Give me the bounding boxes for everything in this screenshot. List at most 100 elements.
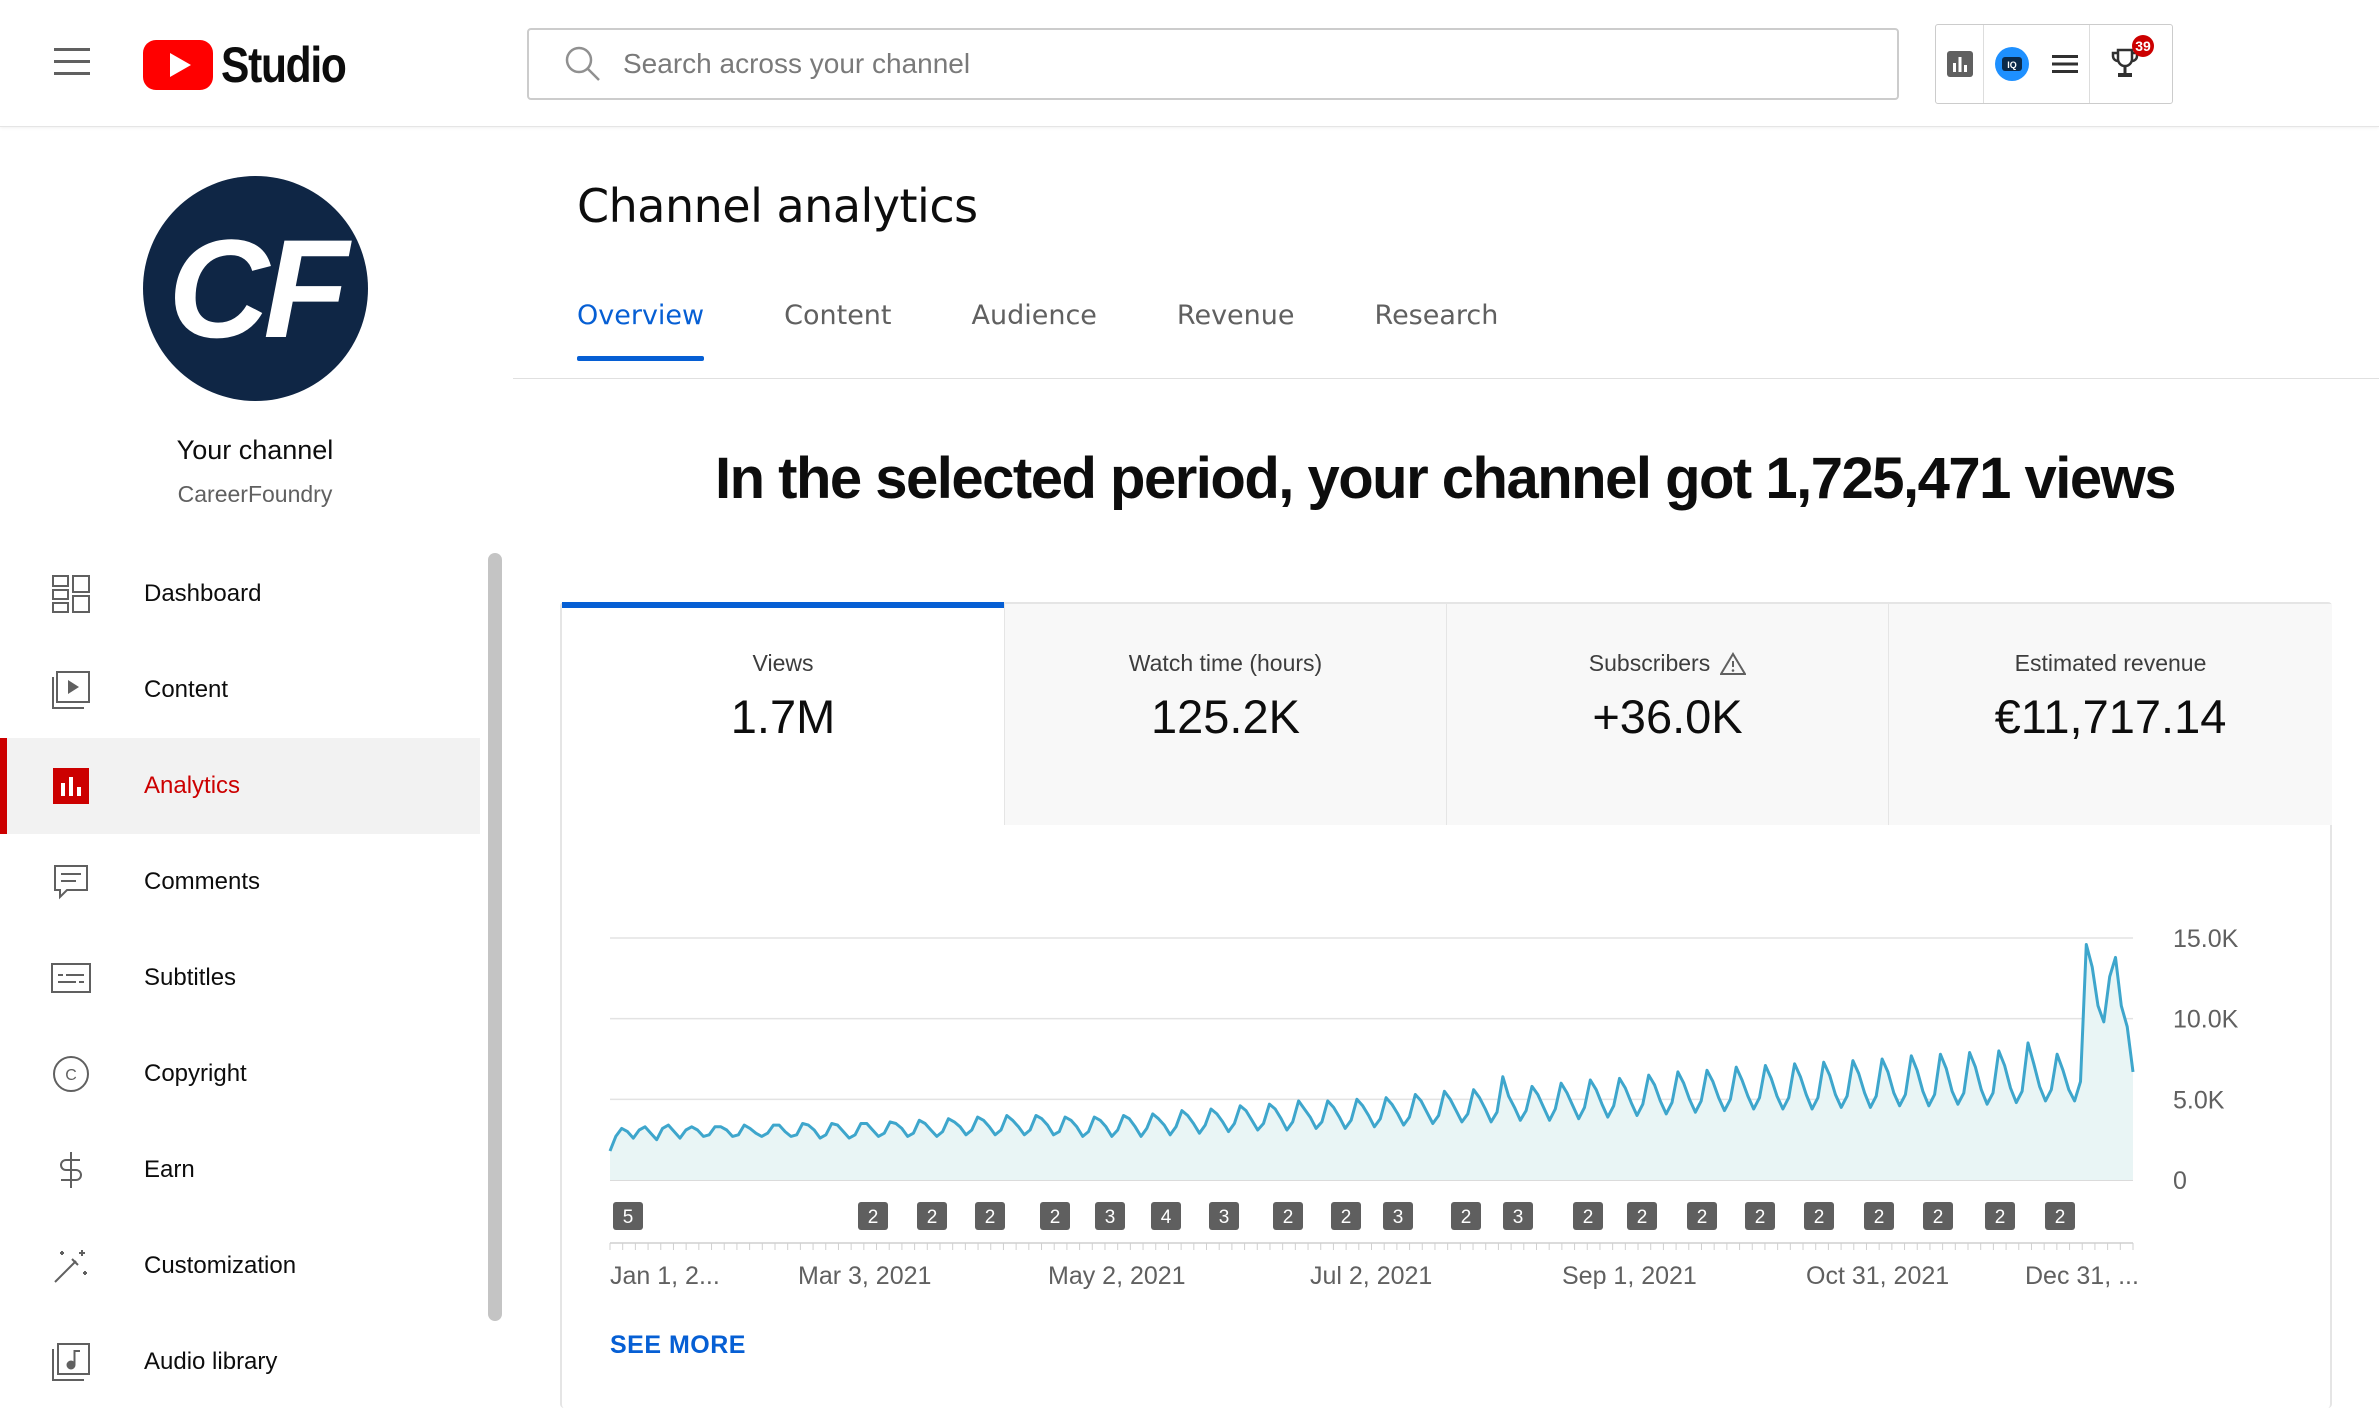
- sidebar-item-subtitles[interactable]: Subtitles: [0, 930, 480, 1026]
- extension-toolbar: IQ 39: [1935, 24, 2173, 104]
- x-tick-label: Sep 1, 2021: [1562, 1262, 1697, 1290]
- annotation-marker: [1451, 1202, 1481, 1230]
- metrics-card: Views 1.7M Watch time (hours) 125.2K Sub…: [560, 602, 2332, 1408]
- annotation-marker-label: 3: [1105, 1207, 1116, 1228]
- sidebar-item-content[interactable]: Content: [0, 642, 480, 738]
- metric-tab-views[interactable]: Views 1.7M: [562, 602, 1004, 825]
- y-tick-label: 10.0K: [2173, 1006, 2239, 1034]
- annotation-marker-label: 3: [1219, 1207, 1230, 1228]
- svg-text:C: C: [65, 1067, 77, 1084]
- customization-icon: [50, 1245, 92, 1287]
- y-tick-label: 5.0K: [2173, 1086, 2225, 1114]
- metric-label: Watch time (hours): [1128, 650, 1323, 676]
- youtube-studio-logo[interactable]: Studio: [143, 36, 368, 94]
- annotation-marker: [1573, 1202, 1603, 1230]
- metric-label: Estimated revenue: [2014, 650, 2207, 676]
- metric-value: 1.7M: [730, 690, 836, 743]
- annotation-marker: [1095, 1202, 1125, 1230]
- annotation-marker-label: 2: [1583, 1207, 1594, 1228]
- annotation-marker: [1151, 1202, 1181, 1230]
- annotation-marker: [1687, 1202, 1717, 1230]
- annotation-marker: [917, 1202, 947, 1230]
- annotation-marker-label: 3: [1393, 1207, 1404, 1228]
- hamburger-menu-button[interactable]: [46, 42, 96, 82]
- channel-name: CareerFoundry: [177, 481, 333, 507]
- x-tick-label: Mar 3, 2021: [798, 1262, 931, 1290]
- annotation-marker-label: 4: [1161, 1207, 1172, 1228]
- sidebar-item-audio-library[interactable]: Audio library: [0, 1314, 480, 1408]
- tab-overview[interactable]: Overview: [577, 300, 705, 361]
- annotation-marker-label: 2: [1050, 1207, 1061, 1228]
- see-more-link[interactable]: SEE MORE: [610, 1331, 746, 1359]
- annotation-marker-label: 2: [1341, 1207, 1352, 1228]
- sidebar-item-customization[interactable]: Customization: [0, 1218, 480, 1314]
- metric-tab-subscribers[interactable]: Subscribers +36.0K: [1446, 604, 1888, 825]
- achievements-button[interactable]: 39: [2090, 25, 2160, 103]
- sidebar-item-label: Copyright: [144, 1060, 247, 1087]
- analytics-tabs: Overview Content Audience Revenue Resear…: [577, 300, 1578, 361]
- tab-research[interactable]: Research: [1374, 300, 1499, 331]
- metric-value: 125.2K: [1151, 690, 1300, 743]
- page-title: Channel analytics: [577, 179, 978, 233]
- views-area: [610, 944, 2133, 1180]
- sidebar-item-dashboard[interactable]: Dashboard: [0, 546, 480, 642]
- sidebar-item-label: Dashboard: [144, 580, 262, 607]
- avatar-initials: CF: [168, 209, 349, 367]
- annotation-marker-label: 2: [1814, 1207, 1825, 1228]
- earn-icon: [50, 1149, 92, 1191]
- y-tick-label: 15.0K: [2173, 925, 2239, 953]
- metric-tab-watch-time[interactable]: Watch time (hours) 125.2K: [1004, 604, 1446, 825]
- bar-chart-icon: [1946, 51, 1973, 77]
- sidebar-item-label: Earn: [144, 1156, 195, 1183]
- dashboard-icon: [50, 573, 92, 615]
- annotation-marker: [1745, 1202, 1775, 1230]
- views-headline: In the selected period, your channel got…: [715, 446, 2177, 511]
- tab-revenue[interactable]: Revenue: [1176, 300, 1295, 331]
- annotation-marker: [975, 1202, 1005, 1230]
- list-extension-button[interactable]: [2040, 25, 2090, 103]
- sidebar-item-comments[interactable]: Comments: [0, 834, 480, 930]
- metric-tab-estimated-revenue[interactable]: Estimated revenue €11,717.14: [1888, 604, 2332, 825]
- channel-avatar[interactable]: CF: [143, 176, 368, 401]
- sidebar-item-earn[interactable]: Earn: [0, 1122, 480, 1218]
- sidebar-item-label: Customization: [144, 1252, 297, 1279]
- annotation-marker-label: 2: [1755, 1207, 1766, 1228]
- tab-content[interactable]: Content: [784, 300, 892, 331]
- annotation-marker: [1503, 1202, 1533, 1230]
- sidebar-item-analytics[interactable]: Analytics: [0, 738, 480, 834]
- top-app-bar: Studio IQ: [0, 0, 2379, 127]
- annotation-marker-label: 2: [927, 1207, 938, 1228]
- annotation-marker: [1923, 1202, 1953, 1230]
- annotation-marker-label: 2: [1933, 1207, 1944, 1228]
- tab-audience[interactable]: Audience: [971, 300, 1097, 331]
- metric-label: Subscribers: [1588, 650, 1711, 676]
- search-input[interactable]: [623, 48, 1823, 80]
- logo-text: Studio: [221, 37, 347, 93]
- vidiq-extension-button[interactable]: IQ: [1984, 25, 2040, 103]
- search-box[interactable]: [527, 28, 1899, 100]
- sidebar-item-label: Analytics: [144, 772, 241, 799]
- warning-icon[interactable]: [1720, 651, 1747, 676]
- sidebar-scrollbar[interactable]: [488, 553, 502, 1321]
- sidebar-item-copyright[interactable]: C Copyright: [0, 1026, 480, 1122]
- x-tick-label: Dec 31, ...: [2025, 1262, 2139, 1290]
- youtube-play-icon: [143, 40, 213, 90]
- stats-extension-button[interactable]: [1936, 25, 1984, 103]
- sidebar-item-label: Comments: [144, 868, 261, 895]
- sidebar-item-label: Audio library: [144, 1348, 278, 1375]
- views-chart[interactable]: 15.0K 10.0K 5.0K 0 5 2 2 2 2 3 4 3 2 2 3 2 3 2 2 2 2 2 2 2 2 2 Jan…: [600, 900, 2280, 1300]
- annotation-marker-label: 2: [868, 1207, 879, 1228]
- annotation-marker: [1864, 1202, 1894, 1230]
- annotation-marker: [1273, 1202, 1303, 1230]
- annotation-marker-label: 3: [1513, 1207, 1524, 1228]
- x-tick-label: May 2, 2021: [1048, 1262, 1186, 1290]
- copyright-icon: C: [50, 1053, 92, 1095]
- y-tick-label: 0: [2173, 1167, 2187, 1195]
- annotation-marker: [1331, 1202, 1361, 1230]
- annotation-marker-label: 2: [1995, 1207, 2006, 1228]
- content-icon: [50, 669, 92, 711]
- annotation-marker: [1209, 1202, 1239, 1230]
- annotation-marker: [613, 1202, 643, 1230]
- annotation-marker-label: 2: [2055, 1207, 2066, 1228]
- notification-badge: 39: [2132, 35, 2154, 57]
